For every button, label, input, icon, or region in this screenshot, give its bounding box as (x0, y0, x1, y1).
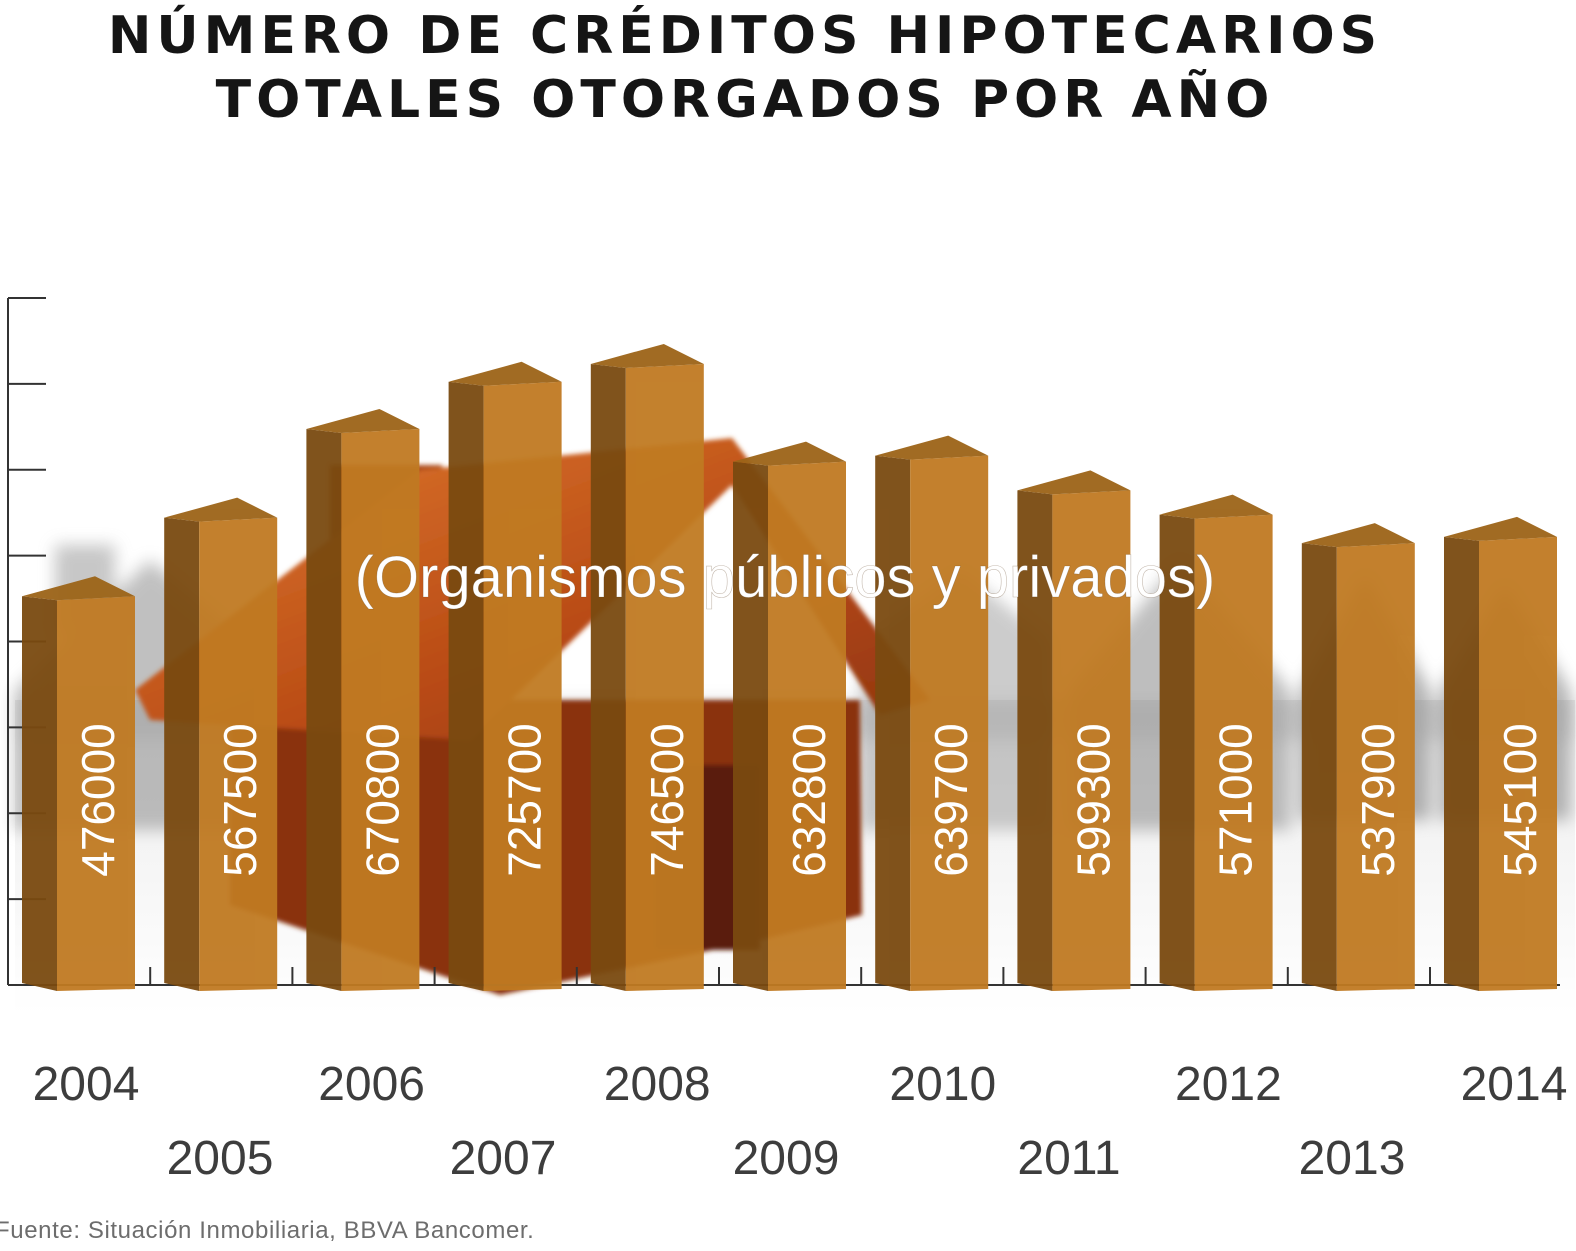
bar-top (164, 497, 278, 522)
bar-top (306, 408, 420, 433)
bar-2008 (590, 343, 704, 991)
bar-side (1301, 543, 1337, 991)
bar-front (910, 455, 989, 992)
bar-front (57, 596, 135, 991)
value-label: 545100 (1494, 723, 1546, 877)
bar-2011 (1017, 470, 1131, 991)
chart-title-line-2: TOTALES OTORGADOS POR AÑO (215, 70, 1275, 130)
bar-side (164, 517, 200, 991)
year-label: 2004 (33, 1058, 140, 1111)
value-label: 746500 (641, 723, 693, 877)
bar-side (448, 381, 484, 991)
bars (22, 343, 1557, 992)
bar-side (590, 363, 626, 991)
bar-2007 (448, 361, 562, 991)
bar-side (1444, 536, 1479, 991)
value-label: 632800 (783, 723, 835, 877)
bar-front (199, 517, 278, 991)
bar-side (1017, 490, 1053, 991)
bar-2010 (875, 435, 989, 992)
value-label: 571000 (1210, 723, 1262, 877)
bar-top (733, 441, 846, 466)
bar-top (448, 361, 562, 386)
chart-title-line-1: NÚMERO DE CRÉDITOS HIPOTECARIOS (107, 6, 1383, 66)
year-label: 2008 (604, 1058, 711, 1111)
bar-2013 (1301, 523, 1415, 991)
value-label: 537900 (1352, 723, 1404, 877)
bar-front (483, 381, 562, 991)
value-label: 567500 (214, 723, 266, 877)
source-note: Fuente: Situación Inmobiliaria, BBVA Ban… (0, 1217, 535, 1244)
value-label: 476000 (72, 723, 124, 877)
year-label: 2009 (733, 1132, 840, 1185)
bar-top (590, 343, 704, 368)
chart-subtitle: (Organismos públicos y privados) (355, 545, 1216, 610)
bar-front (625, 363, 704, 991)
chart-title: NÚMERO DE CRÉDITOS HIPOTECARIOS TOTALES … (0, 4, 1490, 132)
year-label: 2005 (167, 1132, 274, 1185)
bar-2004 (22, 576, 135, 991)
bar-front (1052, 490, 1131, 991)
bar-top (1301, 523, 1415, 548)
bar-front (341, 428, 420, 991)
bar-side (1159, 514, 1195, 991)
value-label: 639700 (925, 723, 977, 877)
bar-front (1194, 514, 1273, 991)
bar-top (875, 435, 989, 460)
bar-side (733, 461, 768, 991)
year-label: 2013 (1299, 1132, 1406, 1185)
year-label: 2007 (450, 1132, 557, 1185)
year-label: 2011 (1017, 1132, 1120, 1185)
bar-top (1017, 470, 1131, 495)
bar-side (22, 596, 57, 991)
x-axis-labels: 2004 2005 2006 2007 2008 2009 2010 2011 2012 2013… (33, 1058, 1568, 1185)
bar-front (1336, 543, 1415, 991)
year-label: 2006 (318, 1058, 425, 1111)
bar-2006 (306, 408, 420, 991)
bar-front (768, 461, 846, 991)
value-label: 599300 (1067, 723, 1119, 877)
bar-top (22, 576, 135, 601)
year-label: 2014 (1461, 1058, 1568, 1111)
bar-2012 (1159, 494, 1273, 991)
value-label: 670800 (356, 723, 408, 877)
bar-front (1479, 536, 1557, 991)
bar-side (875, 455, 911, 992)
bar-2009 (733, 441, 846, 991)
year-label: 2012 (1175, 1058, 1282, 1111)
year-label: 2010 (889, 1058, 996, 1111)
value-label: 725700 (499, 723, 551, 877)
bar-2005 (164, 497, 278, 991)
bar-top (1159, 494, 1273, 519)
value-labels: 476000 567500 670800 725700 746500 632800 6397… (72, 723, 1546, 877)
bar-side (306, 428, 342, 991)
bar-top (1444, 516, 1557, 541)
bar-2014 (1444, 516, 1557, 991)
